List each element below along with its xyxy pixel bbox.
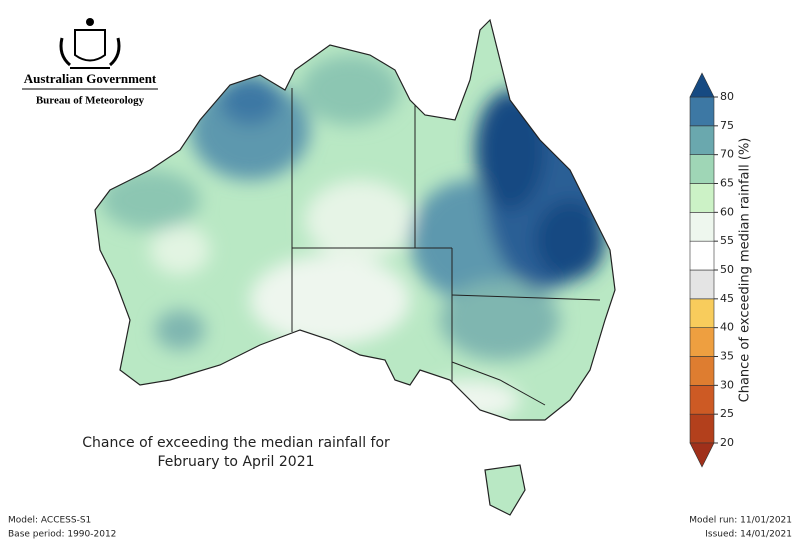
colorbar-band	[689, 269, 715, 300]
colorbar-band	[689, 298, 715, 328]
colorbar-tick-label: 75	[720, 119, 734, 132]
org-subtitle: Bureau of Meteorology	[36, 95, 145, 107]
colorbar-tick-label: 55	[720, 234, 734, 247]
map-title: February to April 2021	[157, 454, 314, 470]
colorbar-tick-label: 65	[720, 177, 734, 190]
colorbar-band	[689, 125, 715, 155]
map	[95, 20, 615, 515]
coastline	[94, 18, 616, 516]
colorbar-band	[689, 385, 715, 415]
colorbar-band	[689, 356, 715, 386]
colorbar-band	[689, 413, 715, 444]
logo	[59, 18, 121, 69]
colorbar-tick-label: 50	[720, 263, 734, 276]
colorbar-tick-label: 25	[720, 407, 734, 420]
colorbar-band	[689, 96, 715, 127]
colorbar-band	[689, 240, 715, 271]
colorbar-over	[689, 72, 715, 98]
colorbar-band	[689, 327, 715, 357]
colorbar-tick-label: 70	[720, 148, 734, 161]
footer-text: Base period: 1990-2012	[8, 530, 116, 540]
colorbar: 20 25 30 35 40 45 50 55 60 65 70 75 80	[689, 72, 734, 468]
footer-text: Model: ACCESS-S1	[8, 516, 91, 526]
colorbar-tick-label: 80	[720, 90, 734, 103]
colorbar-band	[689, 212, 715, 242]
colorbar-tick-label: 60	[720, 205, 734, 218]
colorbar-tick-label: 45	[720, 292, 734, 305]
colorbar-label: Chance of exceeding median rainfall (%)	[738, 138, 753, 403]
colorbar-tick-label: 20	[720, 436, 734, 449]
colorbar-under	[689, 442, 715, 468]
org-title: Australian Government	[24, 71, 157, 86]
colorbar-tick-label: 30	[720, 378, 734, 391]
colorbar-tick-label: 35	[720, 350, 734, 363]
footer-text: Issued: 14/01/2021	[705, 530, 792, 540]
colorbar-tick-label: 40	[720, 321, 734, 334]
footer-text: Model run: 11/01/2021	[689, 516, 792, 526]
colorbar-band	[689, 183, 715, 213]
map-title: Chance of exceeding the median rainfall …	[82, 435, 390, 451]
colorbar-band	[689, 154, 715, 184]
